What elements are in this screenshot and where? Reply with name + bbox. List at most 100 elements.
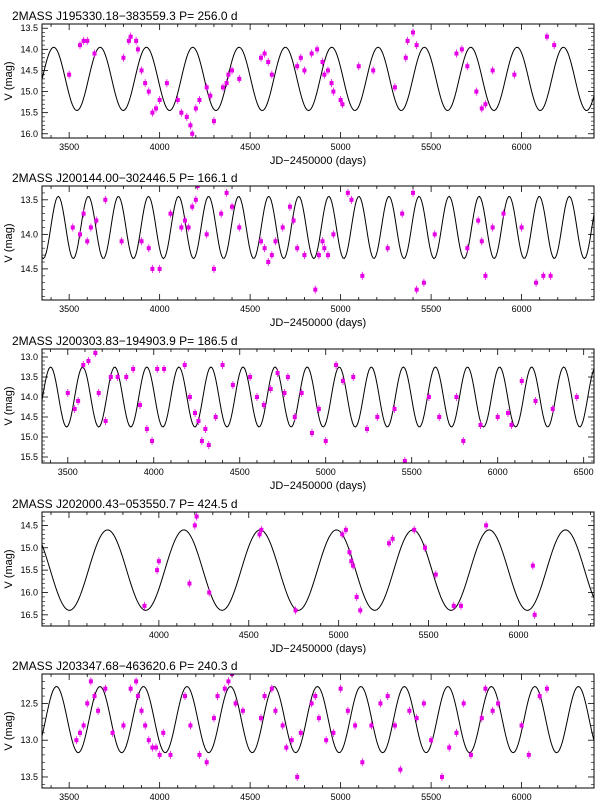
data-point: [526, 752, 531, 757]
data-point: [207, 590, 212, 595]
data-point: [484, 523, 489, 528]
data-point: [230, 204, 235, 209]
data-point: [78, 730, 83, 735]
x-tick-label: 5500: [421, 304, 441, 314]
model-sine-curve: [42, 685, 594, 754]
data-point: [479, 106, 484, 111]
y-tick-label: 14.5: [20, 264, 38, 274]
x-tick-label: 5500: [421, 142, 441, 152]
data-point: [88, 679, 93, 684]
data-point: [385, 246, 390, 251]
data-point: [320, 239, 325, 244]
data-point: [544, 686, 549, 691]
data-point: [316, 253, 321, 258]
data-point: [313, 694, 318, 699]
data-point: [150, 110, 155, 115]
data-point: [323, 439, 328, 443]
data-points: [67, 28, 557, 138]
data-point: [454, 730, 459, 735]
data-point: [187, 395, 192, 399]
data-point: [331, 232, 336, 237]
data-point: [385, 694, 390, 699]
x-axis-label: JD−2450000 (days): [270, 643, 366, 655]
data-point: [143, 81, 148, 86]
data-point: [343, 527, 348, 532]
data-point: [407, 708, 412, 713]
x-tick-label: 5500: [419, 630, 439, 640]
data-point: [509, 423, 514, 427]
data-point: [552, 43, 557, 48]
y-tick-label: 14.5: [20, 65, 38, 75]
data-point: [544, 34, 549, 39]
x-tick-label: 5000: [331, 304, 351, 314]
data-point: [490, 68, 495, 73]
data-point: [150, 439, 155, 443]
data-point: [237, 225, 242, 230]
data-point: [72, 407, 77, 411]
x-tick-label: 3500: [59, 792, 79, 802]
data-point: [220, 363, 225, 367]
data-point: [351, 375, 356, 379]
data-point: [530, 563, 535, 568]
y-tick-label: 16.0: [20, 587, 38, 597]
data-point: [316, 716, 321, 721]
data-point: [190, 131, 195, 136]
data-point: [67, 72, 72, 77]
data-point: [533, 399, 538, 403]
data-point: [414, 43, 419, 48]
x-tick-label: 4500: [240, 304, 260, 314]
y-tick-label: 16.5: [20, 610, 38, 620]
data-point: [287, 204, 292, 209]
data-point: [429, 738, 434, 743]
data-point: [215, 694, 220, 699]
y-tick-label: 14.0: [20, 44, 38, 54]
panel-title: 2MASS J203347.68−463620.6 P= 240.3 d: [12, 659, 238, 673]
y-axis-label: V (mag): [3, 711, 15, 750]
data-point: [378, 701, 383, 706]
data-point: [258, 716, 263, 721]
data-point: [454, 395, 459, 399]
light-curve-panel-3: 2MASS J200303.83−194903.9 P= 186.5 d 3500…: [3, 334, 595, 492]
data-point: [78, 43, 83, 48]
data-point: [414, 287, 419, 292]
data-point: [268, 387, 273, 391]
data-point: [233, 701, 238, 706]
data-point: [291, 218, 296, 223]
data-point: [512, 72, 517, 77]
data-point: [240, 708, 245, 713]
data-point: [103, 197, 108, 202]
data-point: [138, 403, 143, 407]
data-point: [309, 51, 314, 56]
data-point: [258, 55, 263, 60]
data-point: [313, 287, 318, 292]
data-point: [369, 723, 374, 728]
data-point: [273, 239, 278, 244]
data-point: [298, 55, 303, 60]
data-point: [128, 34, 133, 39]
panel-title: 2MASS J202000.43−053550.7 P= 424.5 d: [12, 497, 238, 511]
data-point: [392, 85, 397, 90]
data-point: [70, 225, 75, 230]
x-tick-label: 6000: [512, 142, 532, 152]
y-tick-label: 15.5: [20, 565, 38, 575]
light-curve-panel-1: 2MASS J195330.18−383559.3 P= 256.0 d 3500…: [3, 9, 595, 167]
data-point: [85, 701, 90, 706]
data-point: [190, 204, 195, 209]
y-tick-label: 13.0: [20, 735, 38, 745]
data-point: [204, 232, 209, 237]
data-point: [298, 730, 303, 735]
y-tick-label: 13.5: [20, 772, 38, 782]
data-point: [371, 68, 376, 73]
data-point: [194, 514, 199, 519]
plot-frame: [41, 511, 595, 627]
data-point: [269, 686, 274, 691]
data-points: [65, 349, 579, 463]
data-point: [188, 723, 193, 728]
data-point: [360, 760, 365, 765]
data-point: [196, 419, 201, 423]
data-point: [284, 745, 289, 750]
data-point: [219, 211, 224, 216]
data-point: [325, 253, 330, 258]
data-point: [85, 38, 90, 43]
data-point: [483, 102, 488, 107]
